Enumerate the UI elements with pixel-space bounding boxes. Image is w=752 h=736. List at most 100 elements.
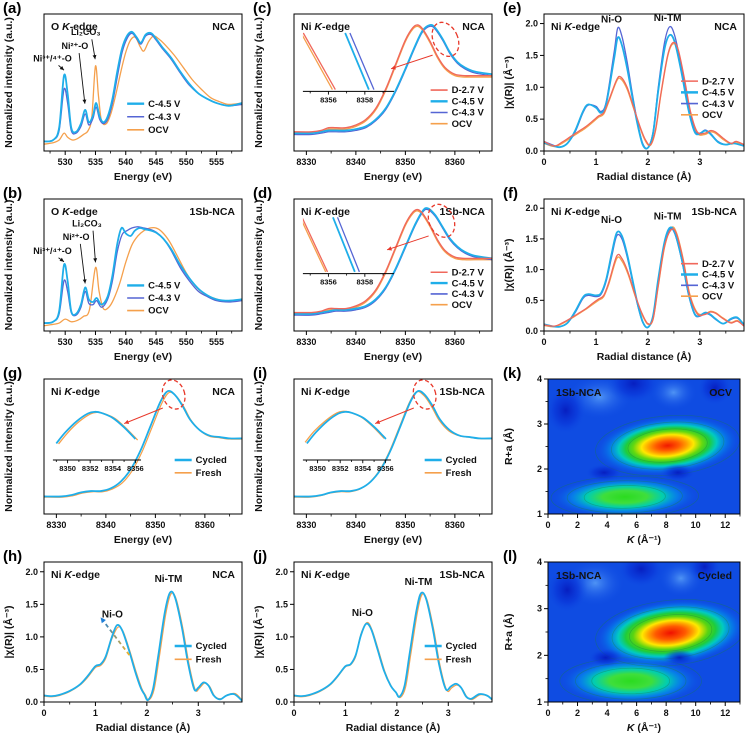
y-tick-label: 0.5 <box>275 664 288 674</box>
x-tick-label: 540 <box>118 337 133 347</box>
y-tick-label: 3 <box>537 419 542 429</box>
x-axis-label: Radial distance (Å) <box>96 721 191 734</box>
peak-label: Ni-O <box>352 608 373 619</box>
x-axis-label: Energy (eV) <box>114 351 172 363</box>
x-tick-label: 0 <box>291 708 296 718</box>
inset-tick-label: 8350 <box>309 464 326 473</box>
plot-frame <box>543 13 745 152</box>
series-C-4.5 V <box>44 30 242 143</box>
x-tick-label: 8360 <box>195 520 215 530</box>
legend-label: C-4.3 V <box>148 293 181 304</box>
x-tick-label: 540 <box>118 157 133 167</box>
x-tick-label: 8 <box>664 708 669 718</box>
inset-pointer-arrow <box>124 407 163 425</box>
x-tick-label: 6 <box>634 520 639 530</box>
sample-label: 1Sb-NCA <box>189 206 235 218</box>
edge-label: Ni K-edge <box>551 206 600 218</box>
x-tick-label: 12 <box>720 708 730 718</box>
panel-label-h: (h) <box>3 548 23 565</box>
plot-frame <box>43 198 243 332</box>
y-tick-label: 1.0 <box>25 632 38 642</box>
x-tick-label: 8340 <box>346 337 366 347</box>
series-OCV <box>44 35 242 145</box>
legend-label: Cycled <box>196 641 227 652</box>
sample-label: 1Sb-NCA <box>556 387 602 399</box>
x-tick-label: 8350 <box>145 520 165 530</box>
y-tick-label: 2 <box>537 464 542 474</box>
panel-label-c: (c) <box>253 0 272 17</box>
arrowhead <box>82 279 87 284</box>
series-group <box>544 226 744 329</box>
y-tick-label: 4 <box>537 557 542 567</box>
panel-label-e: (e) <box>503 0 522 17</box>
y-tick-label: 1 <box>537 697 542 707</box>
x-tick-label: 550 <box>179 157 194 167</box>
inset-tick-label: 8352 <box>82 464 99 473</box>
y-tick-label: 1.0 <box>525 82 538 92</box>
x-tick-label: 3 <box>446 708 451 718</box>
x-tick-label: 0 <box>541 337 546 347</box>
peak-label: Ni-TM <box>654 211 682 222</box>
y-tick-label: 4 <box>537 374 542 384</box>
plot-frame <box>293 198 493 332</box>
arrowhead <box>59 257 64 262</box>
x-tick-label: 1 <box>593 337 598 347</box>
series-group <box>44 390 242 498</box>
panel-a-chart: 530 535 540 545 550 555 Energy (eV) Normalized … <box>3 13 243 183</box>
x-axis-label: Radial distance (Å) <box>346 721 441 734</box>
plot-frame <box>43 13 243 152</box>
panel-j-chart: 0 1 2 3 0.0 0.5 1.0 1.5 2.0 Radial distance (Å) |χ… <box>252 561 493 734</box>
y-axis-label: Normalized intensity (a.u.) <box>253 200 265 331</box>
series-Cycled <box>44 390 242 498</box>
x-tick-label: 3 <box>196 708 201 718</box>
legend-label: Cycled <box>446 641 477 652</box>
shift-arrow <box>99 616 131 656</box>
sample-label: 1Sb-NCA <box>439 386 485 398</box>
series-C-4.5 V <box>294 23 492 135</box>
legend-label: C-4.5 V <box>452 278 485 289</box>
plot-frame <box>43 378 243 515</box>
arrowhead <box>59 66 64 71</box>
legend-label: C-4.5 V <box>148 281 181 292</box>
x-tick-label: 1 <box>593 157 598 167</box>
series-D-2.7 V <box>544 41 744 147</box>
panel-g-chart: 8330 8340 8350 8360 Energy (eV) Normalized in… <box>3 378 243 546</box>
inset-series <box>302 32 375 90</box>
x-tick-label: 0 <box>41 708 46 718</box>
x-tick-label: 8360 <box>445 520 465 530</box>
series-group <box>44 590 242 702</box>
panel-f: (f) 0 1 2 3 0.0 0.5 1.0 1.5 2.0 Radial distance (Å… <box>500 185 752 365</box>
y-tick-label: 1.5 <box>525 50 538 60</box>
x-tick-label: 2 <box>394 708 399 718</box>
y-tick-label: 2.0 <box>275 567 288 577</box>
arrowhead <box>387 246 393 251</box>
plot-frame <box>293 561 493 703</box>
panel-c-chart: 8330 8340 8350 8360 Energy (eV) Normalized in… <box>253 13 493 183</box>
y-axis-label: |χ(R)| (Å⁻³) <box>2 605 15 658</box>
x-tick-label: 545 <box>149 337 164 347</box>
x-tick-label: 555 <box>209 157 224 167</box>
arrowhead <box>391 65 396 70</box>
panel-i: (i) 8330 8340 8350 8360 Energy (eV) Normalized… <box>250 365 500 548</box>
inset-tick-label: 8352 <box>332 464 349 473</box>
x-axis-label: Radial distance (Å) <box>597 350 692 363</box>
x-axis-label: Energy (eV) <box>364 351 422 363</box>
arrowhead <box>92 54 97 60</box>
y-tick-label: 0.0 <box>525 326 538 336</box>
legend-label: C-4.3 V <box>452 108 485 119</box>
arrowhead <box>100 617 106 624</box>
x-axis-label: K (Å⁻¹) <box>627 721 661 734</box>
y-tick-label: 0.0 <box>525 146 538 156</box>
legend-label: OCV <box>148 306 169 317</box>
series-group <box>294 207 492 316</box>
x-axis-label: Radial distance (Å) <box>597 170 692 183</box>
x-tick-label: 8 <box>664 520 669 530</box>
panel-f-chart: 0 1 2 3 0.0 0.5 1.0 1.5 2.0 Radial distance (Å) |χ… <box>502 198 745 363</box>
y-tick-label: 3 <box>537 604 542 614</box>
sample-label: 1Sb-NCA <box>691 206 737 218</box>
legend-label: Fresh <box>196 655 222 666</box>
legend-label: C-4.5 V <box>148 99 181 110</box>
x-axis-label: Energy (eV) <box>364 534 422 546</box>
y-axis-label: Normalized intensity (a.u.) <box>3 200 15 331</box>
